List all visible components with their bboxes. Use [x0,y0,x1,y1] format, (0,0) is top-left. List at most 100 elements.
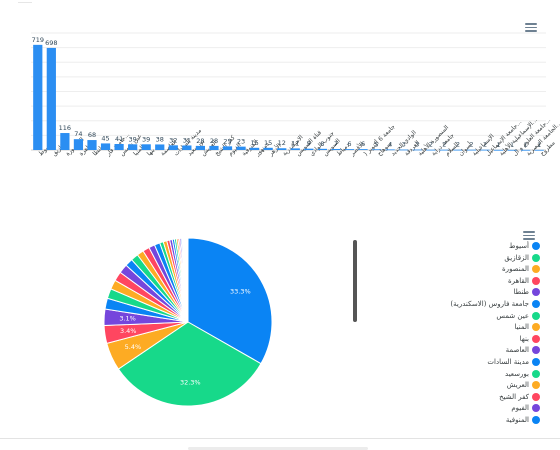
legend-item[interactable]: المنوفية [506,414,540,426]
legend-item[interactable]: عين شمس [496,310,540,322]
bar[interactable] [277,148,287,150]
legend-marker [532,276,540,285]
legend-label: المنيا [514,323,529,332]
bar-value-label: 8 [320,140,324,148]
legend-label: الزقازيق [504,253,529,262]
bar[interactable] [168,145,178,150]
bar[interactable] [195,145,206,150]
bar[interactable] [33,44,43,150]
legend-item[interactable]: مدينة السادات [487,356,540,368]
bar[interactable] [534,149,544,151]
bar[interactable] [371,149,382,151]
legend-item[interactable]: الفيوم [511,402,540,414]
pie-chart: 33.3% 32.3% 5.4% 3.4% 3.1% [103,237,273,407]
pie-slice[interactable] [117,321,262,407]
bar[interactable] [250,147,260,150]
bar-value-label: 1 [496,141,500,149]
legend-item[interactable]: القاهرة [508,275,540,287]
bar[interactable] [480,149,490,151]
legend-marker [532,300,540,308]
bar-value-label: 719 [32,36,44,44]
legend-item[interactable]: أسيوط [509,240,540,252]
bar[interactable] [209,145,219,150]
bar-value-label: 2 [429,141,433,149]
bar[interactable] [87,140,97,150]
pie-slice[interactable] [187,237,273,365]
bar[interactable] [385,149,395,151]
bar[interactable] [304,148,314,150]
legend-label: المنصورة [502,265,529,274]
legend-item[interactable]: المنصورة [502,263,540,275]
bar[interactable] [73,139,84,150]
legend-marker [532,334,540,343]
bar-value-label: 25 [223,137,231,145]
bar[interactable] [358,149,368,150]
legend-label: بنها [519,334,529,343]
legend-marker [532,416,540,424]
pie-slice-label: 5.4% [125,343,142,351]
bar[interactable] [466,149,477,151]
bar[interactable] [222,146,233,150]
legend-label: المنوفية [505,416,529,424]
bar-value-label: 39 [142,135,150,143]
bar-value-label: 2 [469,141,473,149]
bar-value-label: 15 [264,139,272,147]
bar-value-label: 5 [375,140,379,148]
bar[interactable] [182,145,192,150]
bottom-divider [0,438,560,439]
legend-label: الفيوم [511,404,529,413]
bar-value-label: 38 [156,135,164,143]
legend-label: مدينة السادات [487,358,529,366]
bar[interactable] [439,149,449,151]
bar[interactable] [141,144,151,150]
bar[interactable] [344,149,355,150]
legend-item[interactable]: العاصمة [506,344,540,356]
bar-value-label: 3 [415,141,419,149]
bar-value-label: 28 [210,137,218,145]
legend-item[interactable]: المنيا [515,321,540,333]
bar[interactable] [507,149,517,151]
bar[interactable] [493,149,504,151]
legend-item[interactable]: جامعة فاروس (الاسكندرية) [450,298,540,310]
legend-label: العاصمة [505,346,529,355]
pie-slice-label: 3.4% [120,327,137,335]
bar[interactable] [426,149,436,151]
bar-value-label: 1 [524,141,528,149]
bar[interactable] [46,47,56,151]
bar[interactable] [60,133,70,150]
bar[interactable] [155,144,165,150]
bar-value-label: 23 [237,138,245,146]
legend-item[interactable]: بنها [520,333,540,345]
bar[interactable] [128,144,138,150]
bar[interactable] [100,143,111,150]
legend-item[interactable]: طنطا [513,286,540,298]
legend-marker [532,404,540,413]
bar[interactable] [399,149,409,151]
pie-slice-label: 33.3% [230,288,251,296]
resize-handle[interactable] [353,240,357,322]
bar[interactable] [317,148,327,150]
legend-item[interactable]: الزقازيق [504,252,540,264]
legend-item[interactable]: العريش [507,379,540,391]
bar-chart-menu-icon[interactable] [525,23,537,32]
bar[interactable] [236,146,246,150]
bar[interactable] [521,149,531,151]
bar[interactable] [412,149,422,151]
pie-slice-label: 32.3% [180,378,201,386]
bar-value-label: 39 [129,135,137,143]
bar-value-label: 7 [334,140,338,148]
bar[interactable] [453,149,463,151]
pie-chart-menu-icon[interactable] [523,231,535,240]
legend-label: العريش [506,381,529,390]
legend-label: عين شمس [496,311,529,320]
bar-value-label: 116 [59,124,71,132]
bar[interactable] [263,147,273,150]
bar[interactable] [114,144,124,150]
legend-item[interactable]: كفر الشيخ [499,391,540,403]
legend-item[interactable]: بورسعيد [505,368,540,380]
legend-label: بورسعيد [505,369,529,378]
bar-value-label: 698 [45,39,57,47]
bar[interactable] [290,148,300,150]
bar-value-label: 31 [183,136,191,144]
bar[interactable] [331,148,341,150]
